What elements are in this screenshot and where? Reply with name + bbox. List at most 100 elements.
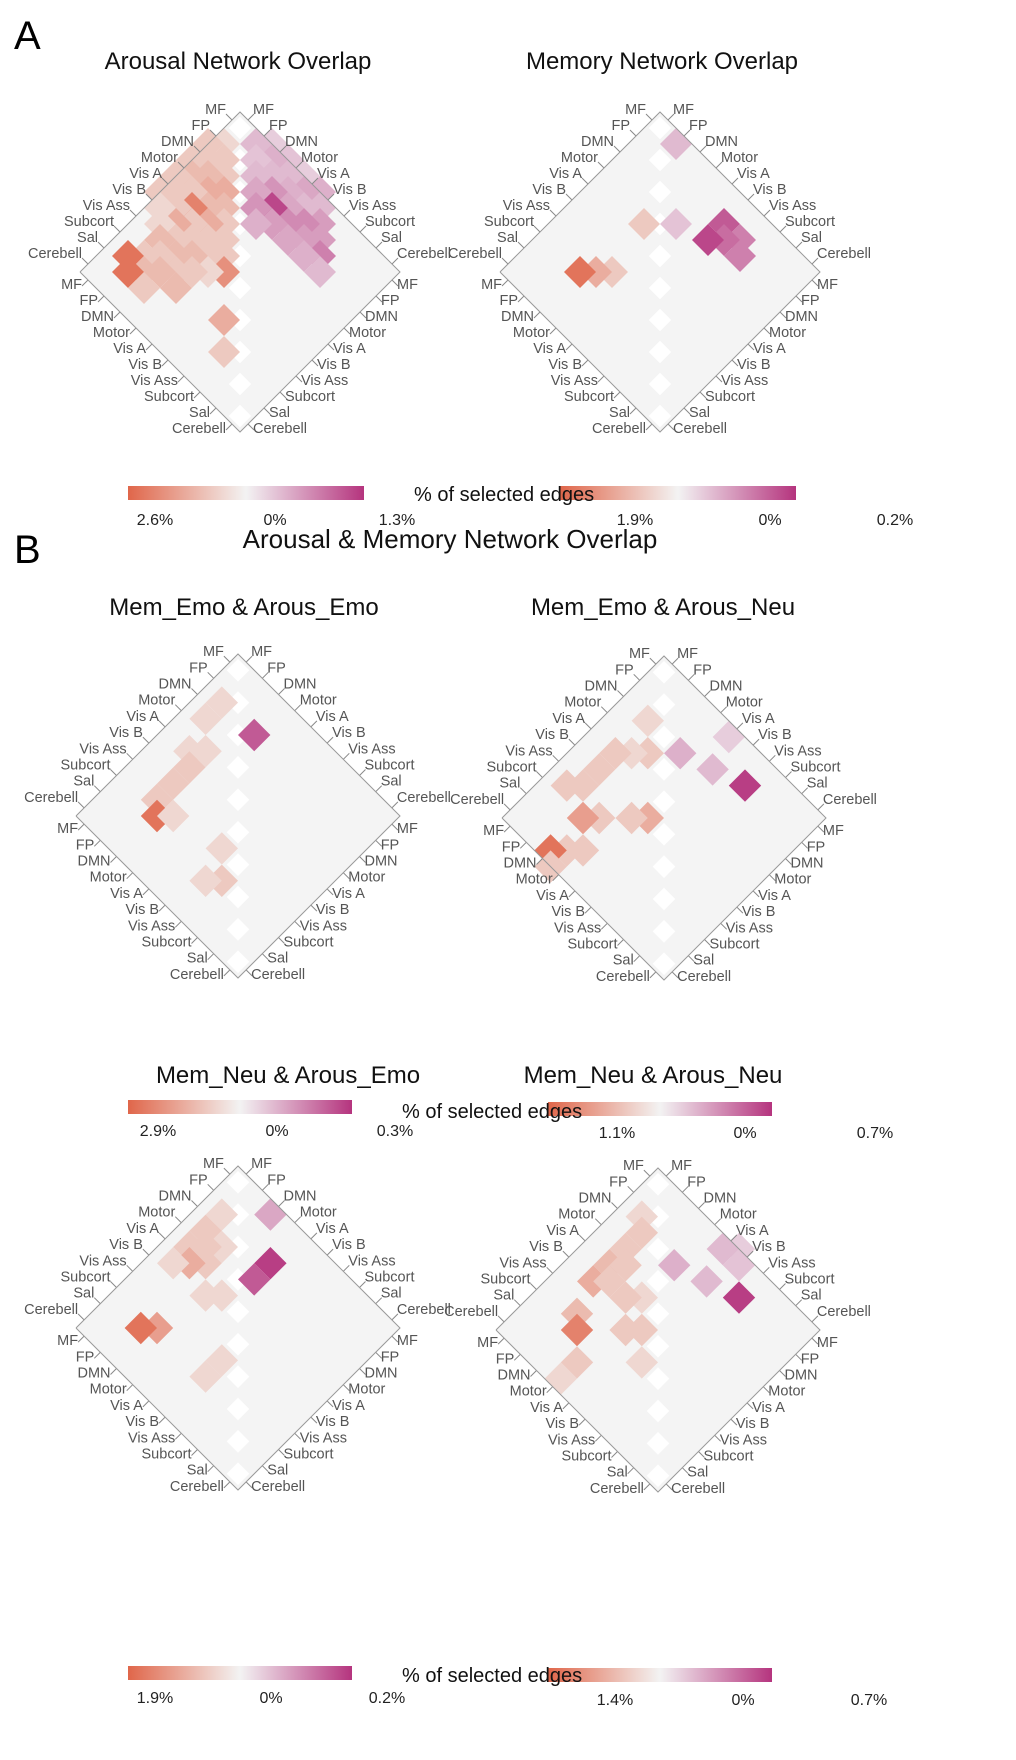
tick-mark [193,391,201,399]
tick-label-right-upper: Motor [301,150,338,166]
tick-mark [517,241,525,249]
tick-label-right-lower: Vis A [332,886,365,902]
tick-mark [519,841,527,849]
diagonal-cell [646,1367,670,1390]
tick-label-right-upper: Motor [300,1205,337,1221]
tick-mark [501,279,509,287]
tick-label-right-upper: Motor [721,150,758,166]
tick-label-left-lower: Subcort [568,937,618,953]
tick-label-left-lower: Cerebell [592,421,646,437]
tick-label-right-lower: Subcort [705,389,755,405]
tick-label-left-upper: DMN [578,1191,611,1207]
tick-label-right-lower: Vis Ass [720,1432,767,1448]
tick-mark [278,937,285,944]
tick-label-left-lower: Cerebell [170,967,224,983]
heatmap-cell-arousal-memory [615,801,648,835]
tick-mark [310,1416,318,1424]
tick-label-left-lower: Vis Ass [128,918,175,934]
tick-mark [247,113,255,121]
chart-title-neu-emo: Mem_Neu & Arous_Emo [155,1062,421,1089]
tick-label-right-lower: Vis A [752,1400,785,1416]
tick-mark [501,257,509,265]
colorbar-neu_emo [128,1666,352,1680]
tick-label-right-upper: Subcort [365,214,415,230]
tick-label-right-upper: Vis B [752,1239,786,1255]
tick-mark [310,904,318,912]
tick-label-left-upper: Motor [141,150,178,166]
tick-mark [704,939,711,946]
heatmap-cell-arousal-memory [631,704,664,737]
tick-mark [643,1169,651,1177]
colorbar-min-memory: 1.9% [616,512,654,529]
tick-label-right-lower: DMN [785,309,818,325]
heatmap-cell-positive [696,753,729,786]
colorbar-max-memory: 0.2% [876,512,914,529]
diagonal-cell [646,1302,670,1326]
tick-label-left-lower: Vis Ass [548,1432,595,1448]
tick-mark [113,225,121,233]
tick-mark [77,823,85,831]
tick-label-left-lower: Subcort [144,389,194,405]
colorbar-label-row2: % of selected edges [402,1101,583,1123]
tick-label-right-lower: Vis A [758,888,791,904]
tick-mark [342,872,350,880]
tick-mark [311,177,319,185]
tick-mark [629,407,637,415]
tick-label-right-upper: Cerebell [823,792,877,808]
tick-mark [261,1465,269,1473]
tick-mark [779,311,787,319]
heatmap-cell-arousal-memory [205,1279,238,1312]
chart-title-neu-neu: Mem_Neu & Arous_Neu [523,1062,783,1089]
tick-mark [225,423,233,431]
tick-label-left-upper: Vis B [112,182,146,198]
tick-mark [533,311,541,319]
tick-label-right-lower: Sal [693,953,714,969]
heatmap-cell-positive [658,1249,691,1282]
diagonal-cell [228,404,252,428]
tick-mark [536,771,543,778]
tick-mark [584,722,592,730]
heatmap-cell-arousal-memory [205,1344,238,1377]
tick-mark [191,937,198,944]
tick-label-left-upper: Cerebell [28,246,82,262]
tick-label-right-lower: Cerebell [251,1479,305,1495]
tick-label-right-upper: Vis Ass [774,743,821,759]
tick-label-left-lower: Subcort [564,389,614,405]
tick-label-left-lower: Vis A [110,886,143,902]
tick-label-left-upper: Vis B [529,1239,563,1255]
tick-mark [562,1250,570,1258]
colorbar-arousal [128,486,364,500]
tick-label-left-upper: Cerebell [448,246,502,262]
tick-mark [209,129,217,137]
heatmap-cell-arousal-memory [205,686,238,719]
tick-label-right-lower: Cerebell [251,967,305,983]
tick-label-right-lower: Motor [769,325,806,341]
tick-mark [671,657,679,665]
tick-label-left-upper: Subcort [481,1272,531,1288]
tick-mark [681,1185,689,1193]
tick-mark [113,311,121,319]
tick-mark [391,823,399,831]
tick-label-right-upper: FP [269,118,288,134]
tick-mark [342,752,350,760]
tick-label-left-upper: Motor [561,150,598,166]
heatmap-cell-arousal-memory [208,304,240,336]
tick-mark [311,359,319,367]
tick-label-right-lower: MF [397,277,418,293]
tick-mark [174,920,182,928]
tick-mark [497,1337,505,1345]
tick-label-left-upper: Vis A [552,711,585,727]
tick-mark [327,343,335,351]
tick-mark [145,343,153,351]
tick-mark [261,671,269,679]
tick-mark [191,1200,198,1207]
heatmap-cell-positive [254,1247,287,1280]
tick-label-right-upper: DMN [284,677,317,693]
tick-mark [245,1167,253,1175]
diagonal-cell [652,887,676,911]
heatmap-cell-arousal-memory [577,1265,610,1298]
tick-mark [746,1402,754,1410]
diagonal-cell [648,148,672,172]
tick-mark [126,872,134,880]
diagonal-cell [646,1399,670,1423]
